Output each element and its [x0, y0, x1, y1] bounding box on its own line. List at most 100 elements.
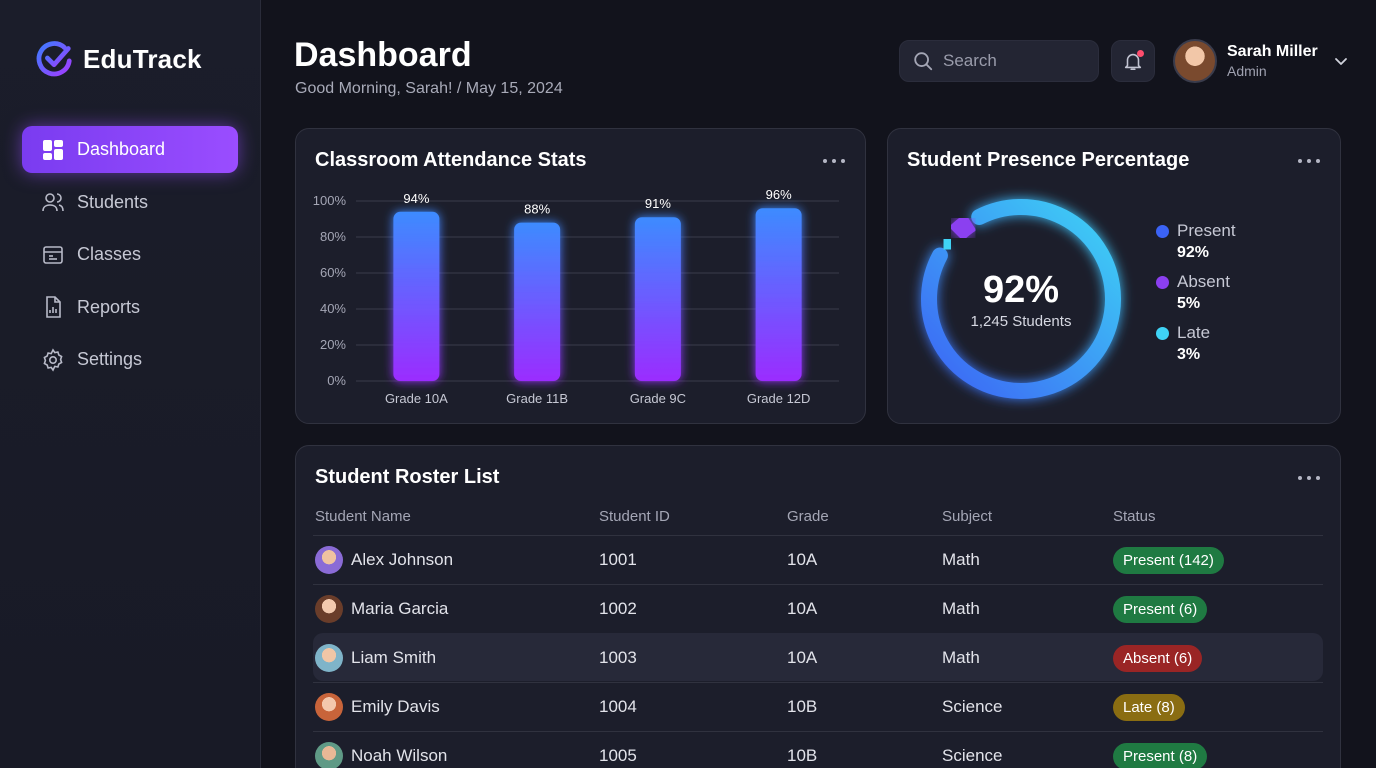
search-icon: [914, 52, 933, 71]
student-grade: 10B: [787, 746, 818, 765]
column-header-status[interactable]: Status: [1113, 508, 1156, 525]
legend-value: 92%: [1177, 244, 1210, 261]
avatar: [1173, 39, 1217, 83]
dot-icon: [1307, 476, 1311, 480]
legend-label: Late: [1177, 323, 1211, 342]
card-title: Student Presence Percentage: [907, 149, 1190, 171]
sidebar-item-students[interactable]: Students: [22, 179, 238, 226]
sidebar: EduTrack Dashboard Students Classes: [0, 0, 261, 768]
classes-icon: [43, 245, 63, 264]
dashboard-icon: [43, 139, 63, 160]
column-header-name[interactable]: Student Name: [315, 508, 411, 525]
status-badge: Present (6): [1113, 596, 1208, 623]
bar-value-label: 91%: [645, 196, 671, 211]
more-options-button[interactable]: [1298, 468, 1320, 488]
student-id: 1002: [599, 599, 637, 618]
x-tick-label: Grade 12D: [747, 391, 811, 406]
student-subject: Science: [942, 746, 1003, 765]
sidebar-item-reports[interactable]: Reports: [22, 284, 238, 331]
bar-value-label: 96%: [766, 187, 792, 202]
more-options-button[interactable]: [823, 151, 845, 171]
y-tick-label: 80%: [320, 229, 346, 244]
reports-icon: [46, 296, 61, 318]
attendance-bar-chart: 100% 80% 60% 40% 20% 0% 94% Grade 10A 88% Grade 1…: [313, 187, 839, 406]
page-title: Dashboard: [294, 36, 472, 74]
student-name: Emily Davis: [351, 697, 440, 716]
student-name: Maria Garcia: [351, 599, 449, 618]
y-tick-label: 60%: [320, 265, 346, 280]
sidebar-item-label: Reports: [77, 296, 141, 317]
column-header-grade[interactable]: Grade: [787, 508, 829, 525]
student-grade: 10A: [787, 550, 818, 569]
student-grade: 10A: [787, 648, 818, 667]
gear-icon: [43, 347, 63, 372]
attendance-card: Classroom Attendance Stats 100% 80% 60% 40%…: [295, 128, 866, 424]
sidebar-item-label: Settings: [77, 349, 143, 369]
x-tick-label: Grade 10A: [385, 391, 448, 406]
donut-slice-late: [936, 233, 958, 256]
chevron-down-icon[interactable]: [1334, 54, 1348, 68]
table-row[interactable]: Liam Smith 1003 10A Math Absent (6): [313, 633, 1323, 681]
sidebar-item-label: Dashboard: [77, 139, 166, 159]
student-name: Liam Smith: [351, 648, 437, 667]
legend-label: Absent: [1177, 272, 1230, 291]
student-name: Noah Wilson: [351, 746, 448, 765]
app-logo[interactable]: EduTrack: [36, 40, 202, 78]
bell-icon: [1124, 53, 1142, 71]
table-row[interactable]: Maria Garcia 1002 10A Math Present (6): [313, 584, 1323, 632]
sidebar-item-classes[interactable]: Classes: [22, 231, 238, 278]
presence-donut-chart: 92% 1,245 Students: [921, 199, 1121, 399]
table-row[interactable]: Noah Wilson 1005 10B Science Present (8): [313, 731, 1323, 768]
y-tick-label: 100%: [313, 193, 347, 208]
student-id: 1005: [599, 746, 637, 765]
column-header-subject[interactable]: Subject: [942, 508, 993, 525]
status-badge: Absent (6): [1113, 645, 1203, 672]
legend-swatch: [1156, 326, 1169, 340]
legend-label: Present: [1177, 221, 1236, 240]
avatar: [315, 693, 343, 721]
bar-value-label: 94%: [403, 191, 429, 206]
table-row[interactable]: Alex Johnson 1001 10A Math Present (142): [313, 535, 1323, 583]
donut-center-caption: 1,245 Students: [971, 313, 1072, 330]
more-options-button[interactable]: [1298, 151, 1320, 171]
sidebar-nav: Dashboard Students Classes Reports: [22, 126, 238, 389]
card-title: Classroom Attendance Stats: [315, 149, 587, 171]
legend-value: 5%: [1177, 295, 1201, 312]
legend-item-late: Late 3%: [1156, 323, 1236, 364]
column-header-id[interactable]: Student ID: [599, 508, 670, 525]
student-id: 1004: [599, 697, 637, 716]
dot-icon: [1316, 476, 1320, 480]
logo-check-icon: [36, 41, 72, 77]
search-box[interactable]: [899, 40, 1099, 82]
status-badge: Present (8): [1113, 743, 1208, 768]
student-grade: 10A: [787, 599, 818, 618]
x-tick-label: Grade 11B: [506, 391, 568, 406]
student-subject: Math: [942, 648, 980, 667]
avatar: [315, 742, 343, 768]
status-badge: Late (8): [1113, 694, 1185, 721]
student-grade: 10B: [787, 697, 818, 716]
student-subject: Science: [942, 697, 1003, 716]
app-name: EduTrack: [83, 43, 202, 74]
user-menu[interactable]: Sarah Miller Admin: [1173, 39, 1348, 83]
dot-icon: [1316, 159, 1320, 163]
sidebar-item-label: Classes: [77, 244, 142, 264]
dot-icon: [1298, 476, 1302, 480]
y-tick-label: 0%: [327, 373, 346, 388]
notification-dot: [1137, 50, 1144, 57]
student-id: 1003: [599, 648, 637, 667]
table-row[interactable]: Emily Davis 1004 10B Science Late (8): [313, 682, 1323, 730]
legend-swatch: [1156, 275, 1169, 289]
notifications-button[interactable]: [1111, 40, 1155, 82]
bar-value-label: 88%: [524, 202, 550, 217]
dot-icon: [841, 159, 845, 163]
bar: [755, 208, 802, 381]
sidebar-item-dashboard[interactable]: Dashboard: [22, 126, 238, 173]
legend-item-absent: Absent 5%: [1156, 272, 1236, 313]
bar: [393, 211, 440, 381]
donut-center-value: 92%: [983, 269, 1059, 311]
legend-item-present: Present 92%: [1156, 221, 1236, 262]
search-input[interactable]: [943, 51, 1083, 71]
sidebar-item-settings[interactable]: Settings: [22, 336, 238, 383]
student-id: 1001: [599, 550, 637, 569]
